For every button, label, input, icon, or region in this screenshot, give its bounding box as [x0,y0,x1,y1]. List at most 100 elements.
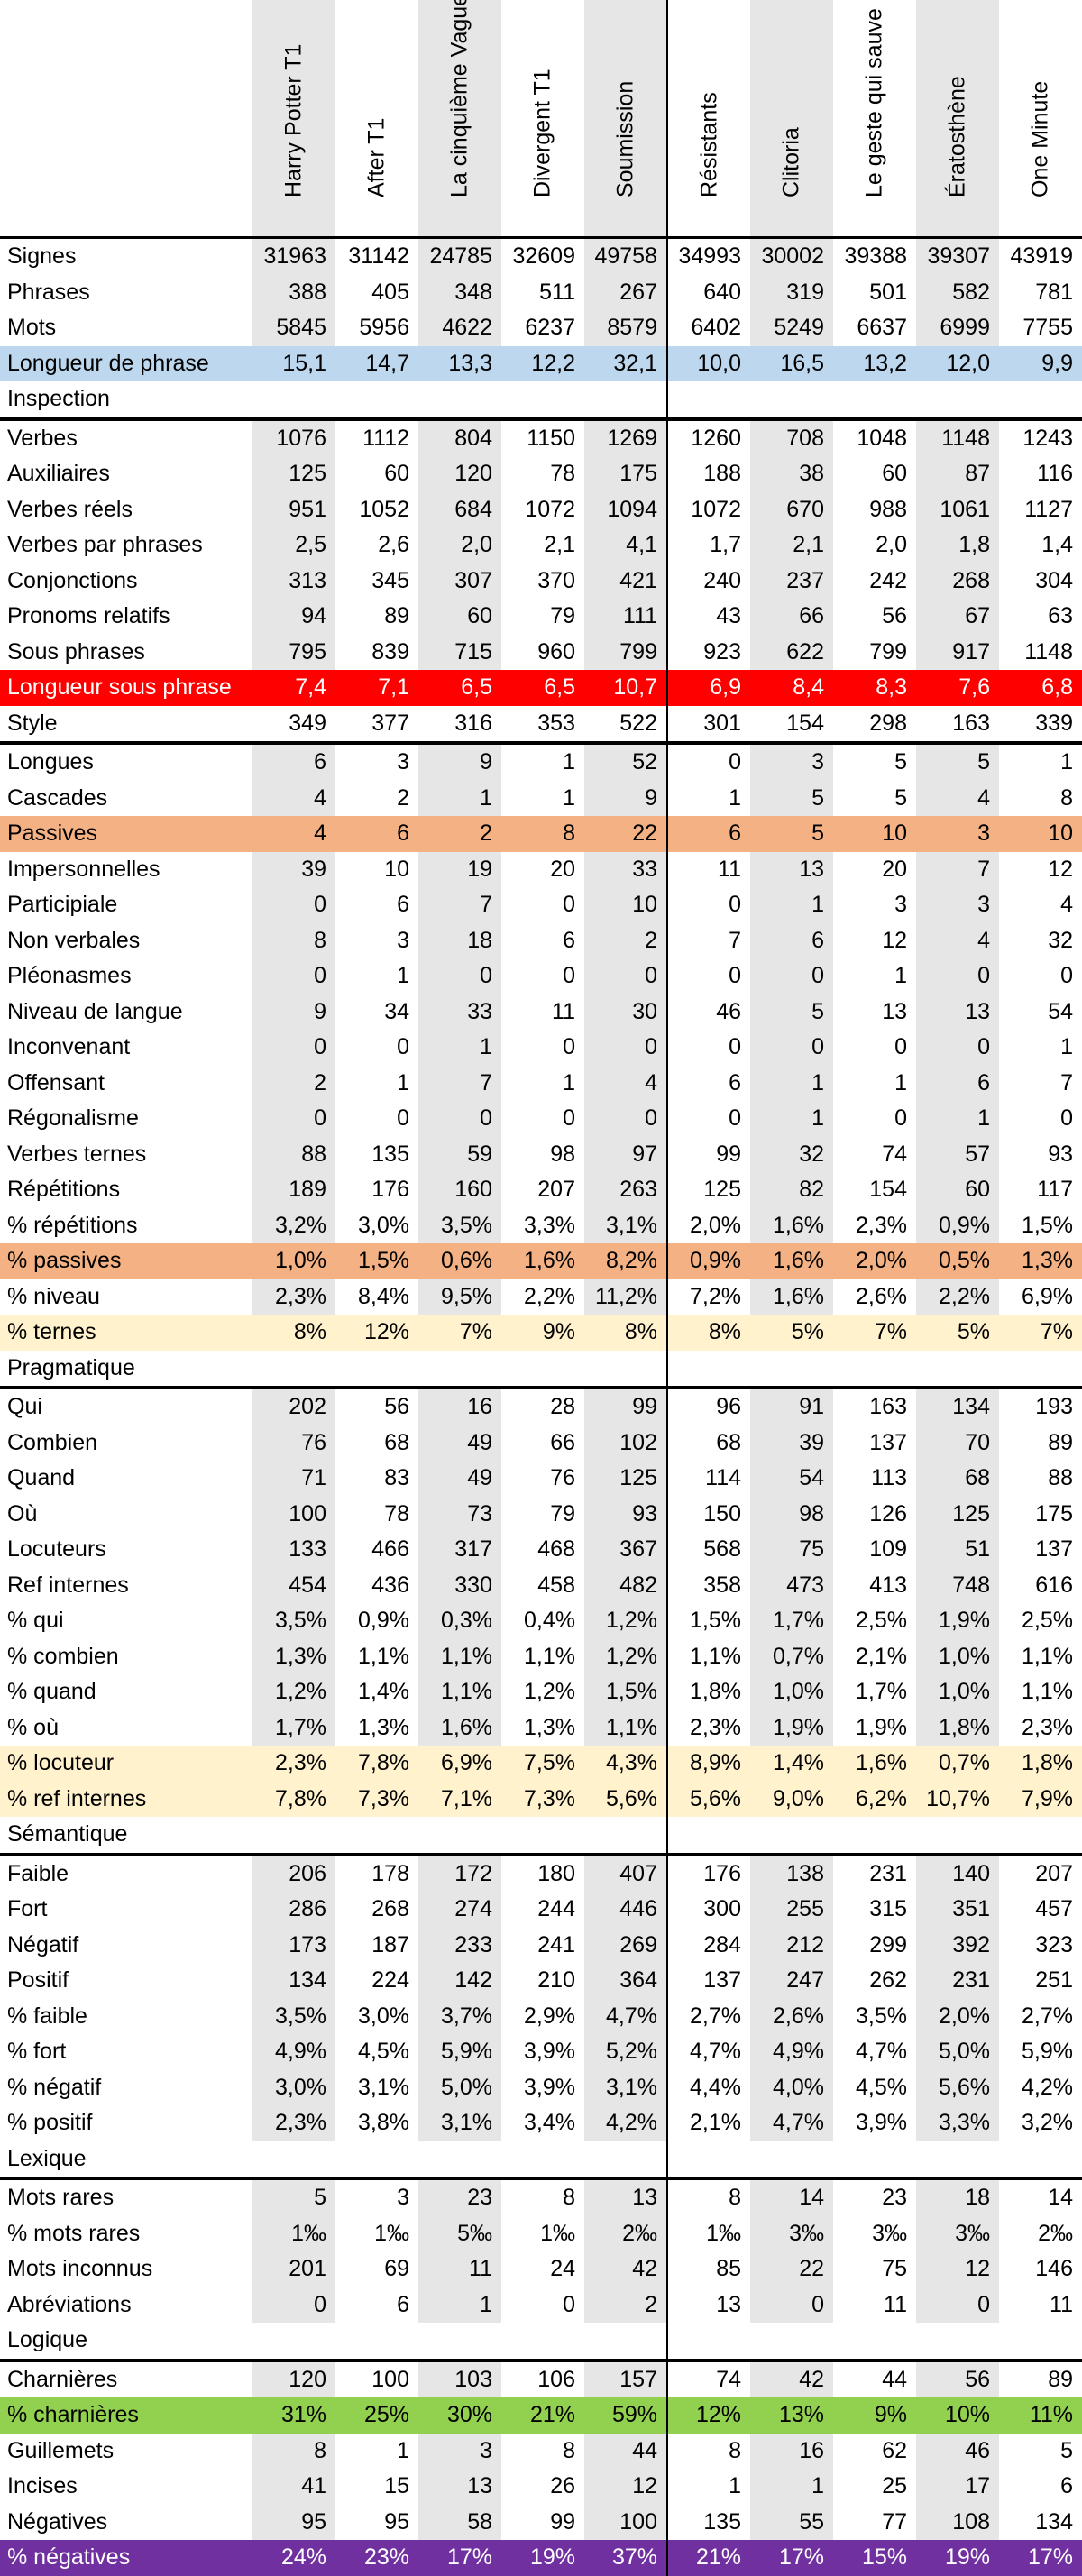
table-cell[interactable]: 34 [384,998,409,1024]
row-label[interactable]: Offensant [7,1069,105,1095]
table-cell[interactable]: 640 [703,279,741,305]
table-cell[interactable]: 137 [869,1429,907,1455]
table-cell[interactable]: 31142 [335,236,418,275]
table-cell[interactable]: 97 [584,1136,668,1172]
table-cell[interactable]: 39 [750,1425,833,1461]
table-cell[interactable]: 1,1% [418,1638,501,1674]
table-cell[interactable]: 1061 [916,491,999,527]
table-cell[interactable]: 8% [252,1315,335,1351]
table-cell[interactable] [916,2141,999,2180]
table-cell[interactable]: 146 [1035,2256,1073,2281]
table-cell[interactable]: 3,0% [252,2069,335,2105]
table-cell[interactable]: 2,7% [1022,2003,1073,2029]
table-cell[interactable]: 3‰ [916,2215,999,2251]
table-cell[interactable]: 1094 [584,491,668,527]
table-cell[interactable]: 0,5% [916,1243,999,1279]
row-label[interactable]: % passives [0,1243,252,1279]
table-cell[interactable]: 7 [916,851,999,887]
table-cell[interactable]: 7 [1060,1069,1073,1095]
row-label[interactable]: % charnières [0,2397,252,2434]
table-cell[interactable]: 11 [552,998,575,1024]
table-cell[interactable]: 8 [1060,784,1073,811]
table-cell[interactable]: 0 [750,958,833,995]
table-cell[interactable]: 16 [418,1388,501,1426]
table-cell[interactable]: 38 [750,456,833,492]
table-cell[interactable]: 1 [916,1101,999,1137]
table-cell[interactable]: 2‰ [584,2215,668,2251]
table-cell[interactable]: 4 [252,780,335,816]
table-cell[interactable]: 33 [584,851,668,887]
table-cell[interactable]: 42 [584,2251,668,2287]
table-cell[interactable]: 301 [667,705,750,745]
table-cell[interactable]: 0 [894,1105,907,1131]
table-cell[interactable] [833,381,916,421]
table-cell[interactable]: 799 [584,634,668,670]
table-cell[interactable]: 212 [750,1927,833,1963]
table-cell[interactable] [584,1350,668,1389]
table-cell[interactable]: 1072 [691,496,741,522]
table-cell[interactable]: 799 [869,638,907,665]
table-cell[interactable]: 4 [252,816,335,852]
row-label[interactable]: % mots rares [7,2220,141,2246]
table-cell[interactable]: 1,4% [750,1746,833,1782]
table-cell[interactable]: 917 [916,634,999,670]
row-label[interactable]: % locuteur [0,1746,252,1782]
table-cell[interactable]: 7,5% [501,1746,584,1782]
table-cell[interactable]: 120 [418,456,501,492]
table-cell[interactable] [750,1350,833,1389]
table-cell[interactable]: 1,8% [916,1710,999,1746]
table-cell[interactable]: 3 [750,743,833,781]
table-cell[interactable]: 5956 [359,315,409,340]
table-cell[interactable]: 157 [584,2360,668,2397]
table-cell[interactable]: 1052 [359,496,409,522]
table-cell[interactable]: 13 [882,998,907,1024]
table-cell[interactable]: 1148 [1024,638,1073,665]
table-cell[interactable]: 54 [1048,998,1073,1024]
row-label[interactable]: Qui [7,1394,42,1419]
table-cell[interactable]: 353 [501,705,584,745]
table-cell[interactable] [335,1817,418,1856]
table-cell[interactable]: 137 [703,1967,741,1993]
row-label[interactable]: % ternes [0,1315,252,1351]
table-cell[interactable]: 106 [537,2366,575,2392]
table-cell[interactable]: 39388 [833,236,916,275]
table-cell[interactable]: 4622 [418,310,501,346]
table-cell[interactable]: 3,1% [418,2105,501,2141]
table-cell[interactable]: 8,3 [833,670,916,706]
table-cell[interactable]: 5‰ [418,2215,501,2251]
row-label[interactable]: Inspection [0,381,252,421]
table-cell[interactable]: 2,6% [856,1283,907,1309]
table-cell[interactable]: 94 [252,599,335,635]
table-cell[interactable]: 1 [750,1101,833,1137]
table-cell[interactable]: 951 [252,491,335,527]
table-cell[interactable]: 202 [252,1388,335,1426]
table-cell[interactable]: 7 [729,927,741,953]
table-cell[interactable]: 1150 [527,425,575,451]
table-cell[interactable]: 622 [750,634,833,670]
table-cell[interactable]: 1,1% [418,1674,501,1710]
table-cell[interactable]: 6,9% [1022,1283,1073,1309]
table-cell[interactable]: 55 [750,2504,833,2540]
table-cell[interactable]: 74 [882,1141,907,1167]
table-cell[interactable]: 32609 [501,236,584,275]
column-header[interactable]: Le geste qui sauve [833,0,916,238]
table-cell[interactable]: 6,8 [999,670,1082,706]
table-cell[interactable]: 172 [418,1854,501,1892]
table-cell[interactable]: 2,0% [833,1243,916,1279]
table-cell[interactable]: 1 [418,1030,501,1066]
row-label[interactable]: Cascades [7,784,108,811]
table-cell[interactable]: 1076 [252,418,335,456]
table-cell[interactable]: 16 [750,2433,833,2469]
table-cell[interactable]: 2,6% [750,1998,833,2034]
table-cell[interactable]: 348 [418,274,501,310]
table-cell[interactable]: 71 [252,1461,335,1497]
table-cell[interactable]: 5,2% [584,2034,668,2070]
table-cell[interactable]: 75 [750,1532,833,1568]
table-cell[interactable]: 1,3% [252,1638,335,1674]
table-cell[interactable]: 3,2% [252,1207,335,1243]
row-label[interactable]: % fort [7,2039,67,2064]
table-cell[interactable]: 12 [1048,856,1073,882]
table-cell[interactable]: 2,5 [252,527,335,564]
table-cell[interactable]: 7% [833,1315,916,1351]
table-cell[interactable]: 8 [729,2437,741,2463]
